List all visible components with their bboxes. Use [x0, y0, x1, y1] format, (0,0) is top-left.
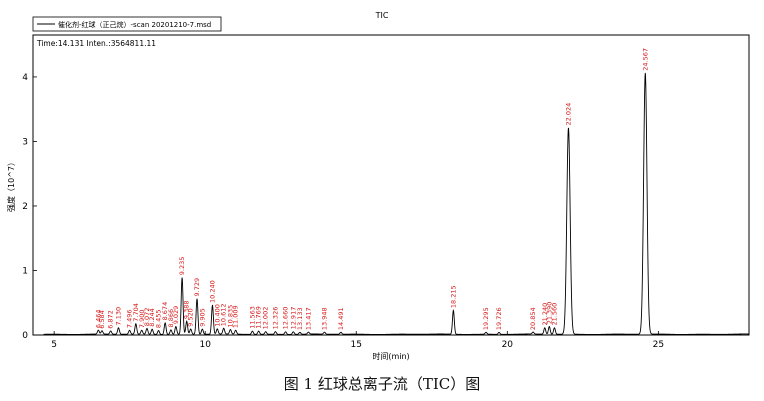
peak-label: 11.009	[232, 305, 240, 328]
peak-label: 10.400	[213, 304, 221, 327]
peak-label: 21.390	[545, 302, 553, 325]
peak-label: 20.854	[529, 307, 537, 330]
peak-label: 21.560	[550, 303, 558, 326]
plot-area	[32, 34, 750, 336]
peak-label: 6.872	[107, 310, 115, 329]
peak-label: 7.130	[115, 307, 123, 326]
peak-label: 9.235	[178, 257, 186, 276]
peak-label: 11.563	[248, 306, 256, 329]
x-tick-label: 25	[653, 340, 664, 350]
peak-label: 10.835	[226, 305, 234, 328]
peak-label: 9.729	[193, 278, 201, 297]
peak-label: 6.464	[94, 309, 102, 328]
peak-label: 12.917	[289, 307, 297, 330]
y-tick-label: 3	[22, 137, 28, 147]
peak-label: 12.660	[282, 307, 290, 330]
peak-label: 8.866	[167, 309, 175, 328]
legend-label: 催化剂-红球（正己烷）-scan 20201210-7.msd	[58, 20, 211, 29]
peak-label: 24.567	[641, 48, 649, 71]
peak-label: 13.133	[296, 307, 304, 330]
peak-label: 9.029	[172, 306, 180, 325]
chart-title: TIC	[375, 11, 389, 20]
peak-label: 18.215	[449, 285, 457, 308]
peak-label: 11.769	[255, 306, 263, 329]
legend-box	[32, 16, 222, 32]
peak-label: 9.905	[198, 308, 206, 327]
y-tick-label: 0	[22, 331, 28, 341]
peak-label: 7.900	[138, 309, 146, 328]
y-tick-label: 2	[22, 202, 28, 212]
x-tick-label: 15	[351, 340, 362, 350]
figure-caption: 图 1 红球总离子流（TIC）图	[283, 375, 481, 393]
peak-label: 8.674	[161, 302, 169, 321]
y-tick-label: 1	[22, 266, 28, 276]
peak-label: 13.948	[321, 307, 329, 330]
peak-label: 13.417	[304, 307, 312, 330]
peak-label: 22.024	[565, 103, 573, 126]
x-tick-label: 5	[51, 340, 57, 350]
peak-label: 8.455	[155, 309, 163, 328]
peak-label: 19.295	[482, 307, 490, 330]
peak-label: 12.326	[272, 307, 280, 330]
time-intensity-readout: Time:14.131 Inten.:3564811.11	[36, 39, 156, 48]
peak-label: 7.496	[126, 309, 134, 328]
peak-label: 19.726	[495, 307, 503, 330]
peak-label: 8.072	[143, 308, 151, 327]
peak-label: 10.612	[220, 303, 228, 326]
peak-label: 12.002	[262, 307, 270, 330]
peak-label: 7.704	[132, 303, 140, 322]
tic-series-line	[43, 72, 750, 335]
y-tick-label: 4	[22, 73, 28, 83]
peak-label: 10.240	[209, 280, 217, 303]
y-axis-label: 强度（10^7）	[6, 158, 16, 212]
x-tick-label: 20	[502, 340, 514, 350]
peak-label: 9.520	[187, 308, 195, 327]
axis-ticks: 5 10 15 20 25 0 1 2 3 4	[22, 73, 664, 350]
x-tick-label: 10	[199, 340, 211, 350]
peak-label: 6.584	[98, 310, 106, 329]
peak-label: 21.240	[541, 303, 549, 326]
peak-label: 14.491	[337, 307, 345, 330]
tic-chart: TIC 催化剂-红球（正己烷）-scan 20201210-7.msd Time…	[6, 11, 750, 361]
peak-label: 9.388	[183, 300, 191, 319]
x-axis-label: 时间(min)	[372, 351, 409, 361]
peak-label: 8.244	[148, 308, 156, 327]
